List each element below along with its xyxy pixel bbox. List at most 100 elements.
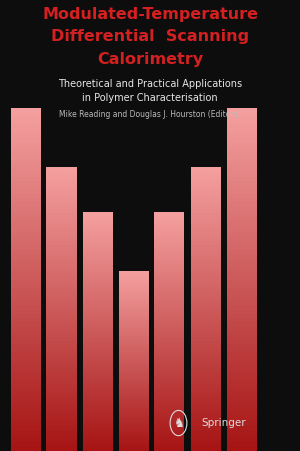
Bar <box>226 108 256 113</box>
Bar <box>118 401 148 404</box>
Bar <box>82 341 112 344</box>
Bar <box>226 412 256 417</box>
Bar <box>46 291 76 295</box>
Bar <box>82 346 112 350</box>
Bar <box>190 345 220 348</box>
Bar <box>154 242 184 245</box>
Bar <box>154 328 184 331</box>
Bar <box>82 236 112 239</box>
Bar <box>226 425 256 429</box>
Bar <box>11 194 40 198</box>
Bar <box>46 341 76 345</box>
Bar <box>11 327 40 331</box>
Bar <box>226 147 256 151</box>
Bar <box>118 304 148 307</box>
Bar <box>154 224 184 227</box>
Bar <box>118 293 148 295</box>
Bar <box>118 347 148 350</box>
Bar <box>82 212 112 215</box>
Bar <box>154 272 184 275</box>
Bar <box>190 277 220 281</box>
Bar <box>11 374 40 378</box>
Bar <box>11 429 40 434</box>
Bar <box>46 302 76 305</box>
Bar <box>46 330 76 334</box>
Bar <box>118 343 148 345</box>
Bar <box>118 318 148 320</box>
Bar <box>190 167 220 170</box>
Bar <box>82 355 112 359</box>
Bar <box>190 380 220 383</box>
Bar <box>154 227 184 230</box>
Bar <box>46 316 76 320</box>
Bar <box>118 291 148 293</box>
Bar <box>82 412 112 415</box>
Bar <box>11 344 40 348</box>
Bar <box>118 397 148 399</box>
Bar <box>154 397 184 400</box>
Bar <box>226 250 256 254</box>
Bar <box>190 415 220 419</box>
Bar <box>118 354 148 356</box>
Bar <box>226 318 256 322</box>
Bar <box>46 327 76 330</box>
Bar <box>46 277 76 281</box>
Bar <box>118 435 148 437</box>
Bar <box>118 428 148 431</box>
Bar <box>118 433 148 435</box>
Bar <box>154 245 184 248</box>
Bar <box>118 368 148 370</box>
Bar <box>82 275 112 278</box>
Bar <box>82 430 112 433</box>
Bar <box>190 181 220 184</box>
Bar <box>190 359 220 362</box>
Bar <box>154 299 184 302</box>
Bar <box>118 338 148 341</box>
Bar <box>46 387 76 391</box>
Bar <box>118 365 148 368</box>
Bar <box>226 202 256 207</box>
Bar <box>190 199 220 202</box>
Bar <box>118 298 148 300</box>
Bar <box>154 436 184 439</box>
Text: Mike Reading and Douglas J. Hourston (Editors): Mike Reading and Douglas J. Hourston (Ed… <box>59 110 241 120</box>
Bar <box>118 325 148 327</box>
Bar <box>154 212 184 215</box>
Bar <box>82 359 112 361</box>
Bar <box>226 442 256 446</box>
Bar <box>11 181 40 185</box>
Bar <box>226 267 256 271</box>
Bar <box>82 421 112 424</box>
Bar <box>11 185 40 189</box>
Bar <box>11 404 40 408</box>
Bar <box>11 318 40 322</box>
Bar <box>190 373 220 377</box>
Bar <box>154 344 184 346</box>
Bar <box>46 263 76 266</box>
Bar <box>46 266 76 270</box>
Bar <box>226 336 256 340</box>
Bar <box>190 206 220 209</box>
Bar <box>154 394 184 397</box>
Bar <box>190 263 220 266</box>
Bar <box>226 121 256 125</box>
Bar <box>82 326 112 328</box>
Bar <box>46 192 76 195</box>
Bar <box>46 288 76 291</box>
Bar <box>11 168 40 173</box>
Bar <box>46 447 76 451</box>
Bar <box>154 319 184 322</box>
Bar <box>82 299 112 302</box>
Bar <box>118 446 148 449</box>
Bar <box>46 224 76 227</box>
Bar <box>11 177 40 181</box>
Bar <box>190 394 220 398</box>
Bar <box>118 395 148 397</box>
Bar <box>226 211 256 216</box>
Text: Calorimetry: Calorimetry <box>97 52 203 67</box>
Bar <box>82 284 112 287</box>
Bar <box>11 348 40 353</box>
Bar <box>190 401 220 405</box>
Bar <box>46 295 76 298</box>
Bar <box>11 395 40 400</box>
